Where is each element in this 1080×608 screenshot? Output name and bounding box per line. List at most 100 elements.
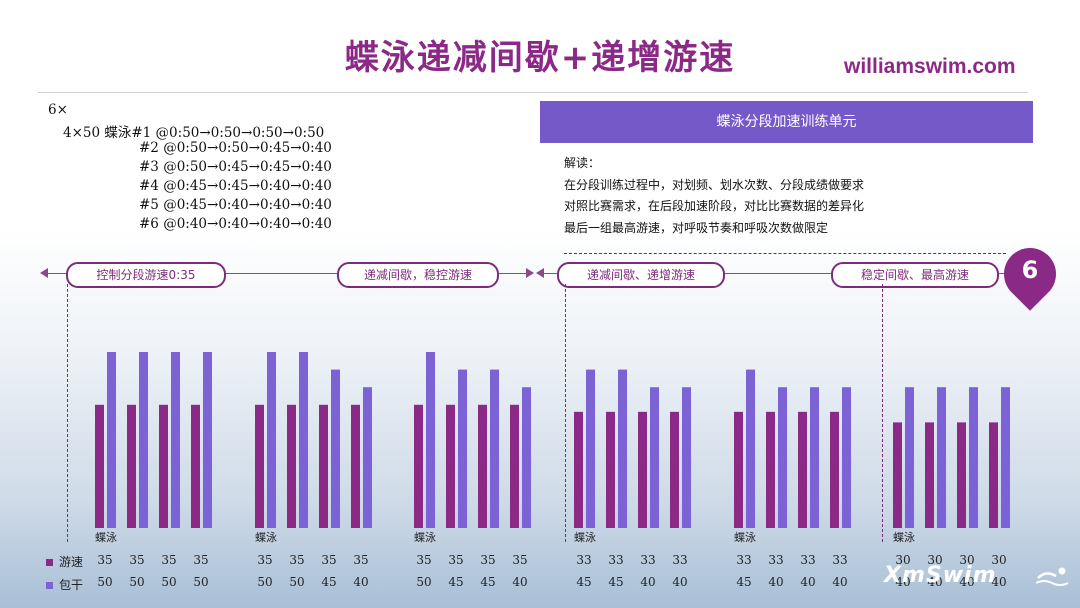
bar-speed xyxy=(989,422,998,528)
notes-line: 对照比赛需求，在后段加速阶段，对比比赛数据的差异化 xyxy=(564,199,865,213)
value-label-speed: 33 xyxy=(672,553,687,567)
bar-speed xyxy=(893,422,902,528)
value-label-interval: 45 xyxy=(321,575,336,589)
group-stroke-label: 蝶泳 xyxy=(414,530,436,544)
bar-interval xyxy=(905,387,914,528)
value-label-interval: 40 xyxy=(832,575,847,589)
bar-interval xyxy=(842,387,851,528)
header-divider xyxy=(38,92,1028,93)
site-url[interactable]: williamswim.com xyxy=(844,55,1016,78)
value-label-speed: 35 xyxy=(97,553,112,567)
unit-title-bar: 蝶泳分段加速训练单元 xyxy=(540,101,1033,143)
value-label-speed: 33 xyxy=(832,553,847,567)
phase-pill-3: 递减间歇、递增游速 xyxy=(557,262,725,288)
value-label-interval: 40 xyxy=(512,575,527,589)
bar-interval xyxy=(522,387,531,528)
legend-interval: 包干 xyxy=(46,576,83,593)
value-label-interval: 50 xyxy=(416,575,431,589)
bar-interval xyxy=(1001,387,1010,528)
value-label-speed: 35 xyxy=(289,553,304,567)
bar-speed xyxy=(446,404,455,528)
value-label-speed: 35 xyxy=(480,553,495,567)
legend-swatch-interval xyxy=(46,582,53,589)
value-label-interval: 50 xyxy=(161,575,176,589)
phase-marker-3 xyxy=(565,284,566,542)
phase-pill-4: 稳定间歇、最高游速 xyxy=(831,262,999,288)
legend-label-interval: 包干 xyxy=(59,578,84,592)
bar-speed xyxy=(255,404,264,528)
value-label-speed: 35 xyxy=(129,553,144,567)
phase-marker-4 xyxy=(882,284,883,542)
phase-pill-2: 递减间歇，稳控游速 xyxy=(337,262,499,288)
bar-speed xyxy=(766,411,775,528)
value-label-interval: 40 xyxy=(353,575,368,589)
value-label-interval: 40 xyxy=(895,575,910,589)
value-label-speed: 30 xyxy=(927,553,942,567)
phase-pill-1: 控制分段游速0:35 xyxy=(66,262,226,288)
bar-speed xyxy=(606,411,615,528)
set-line: #2 @0:50→0:50→0:45→0:40 xyxy=(139,140,332,156)
bar-speed xyxy=(925,422,934,528)
bar-interval xyxy=(746,369,755,528)
value-label-interval: 50 xyxy=(193,575,208,589)
bar-speed xyxy=(95,404,104,528)
bar-speed xyxy=(319,404,328,528)
value-label-speed: 30 xyxy=(959,553,974,567)
bar-interval xyxy=(426,352,435,528)
bar-interval xyxy=(299,352,308,528)
value-label-speed: 35 xyxy=(448,553,463,567)
bar-interval xyxy=(810,387,819,528)
notes-line: 最后一组最高游速，对呼吸节奏和呼吸次数做限定 xyxy=(564,220,829,235)
bar-speed xyxy=(574,411,583,528)
bar-interval xyxy=(139,352,148,528)
legend-speed: 游速 xyxy=(46,553,83,570)
value-label-speed: 35 xyxy=(416,553,431,567)
value-label-interval: 45 xyxy=(736,575,751,589)
bar-interval xyxy=(778,387,787,528)
bar-interval xyxy=(586,369,595,528)
value-label-speed: 30 xyxy=(991,553,1006,567)
notes-heading: 解读： xyxy=(564,156,601,170)
value-label-interval: 40 xyxy=(768,575,783,589)
bar-interval xyxy=(171,352,180,528)
bar-speed xyxy=(351,404,360,528)
bar-speed xyxy=(670,411,679,528)
group-stroke-label: 蝶泳 xyxy=(574,530,596,544)
bar-speed xyxy=(414,404,423,528)
value-label-interval: 40 xyxy=(800,575,815,589)
value-label-speed: 35 xyxy=(161,553,176,567)
value-label-speed: 30 xyxy=(895,553,910,567)
legend-label-speed: 游速 xyxy=(59,555,84,569)
value-label-interval: 45 xyxy=(480,575,495,589)
arrow-left-icon xyxy=(536,268,544,278)
arrow-right-icon xyxy=(526,268,534,278)
group-stroke-label: 蝶泳 xyxy=(95,530,117,544)
value-label-speed: 35 xyxy=(512,553,527,567)
set-line: #4 @0:45→0:45→0:40→0:40 xyxy=(139,178,332,194)
bar-interval xyxy=(267,352,276,528)
bar-speed xyxy=(159,404,168,528)
value-label-speed: 35 xyxy=(257,553,272,567)
value-label-speed: 35 xyxy=(353,553,368,567)
bar-interval xyxy=(363,387,372,528)
phase-marker-1 xyxy=(67,284,68,542)
bar-interval xyxy=(650,387,659,528)
bar-interval xyxy=(937,387,946,528)
notes-block: 解读： 在分段训练过程中，对划频、划水次数、分段成绩做要求 对照比赛需求，在后段… xyxy=(564,154,864,240)
bar-interval xyxy=(331,369,340,528)
swimmer-wave-icon xyxy=(1036,567,1069,586)
group-stroke-label: 蝶泳 xyxy=(255,530,277,544)
value-label-interval: 50 xyxy=(289,575,304,589)
set-line: #3 @0:50→0:45→0:45→0:40 xyxy=(139,159,332,175)
set-line: #5 @0:45→0:40→0:40→0:40 xyxy=(139,197,332,213)
bar-interval xyxy=(107,352,116,528)
phase-line-left xyxy=(44,273,530,274)
bar-speed xyxy=(191,404,200,528)
bar-interval xyxy=(203,352,212,528)
notes-divider xyxy=(564,253,1006,254)
value-label-interval: 50 xyxy=(257,575,272,589)
bar-speed xyxy=(830,411,839,528)
bar-speed xyxy=(798,411,807,528)
set-line: 4×50 蝶泳#1 @0:50→0:50→0:50→0:50 xyxy=(63,125,325,141)
